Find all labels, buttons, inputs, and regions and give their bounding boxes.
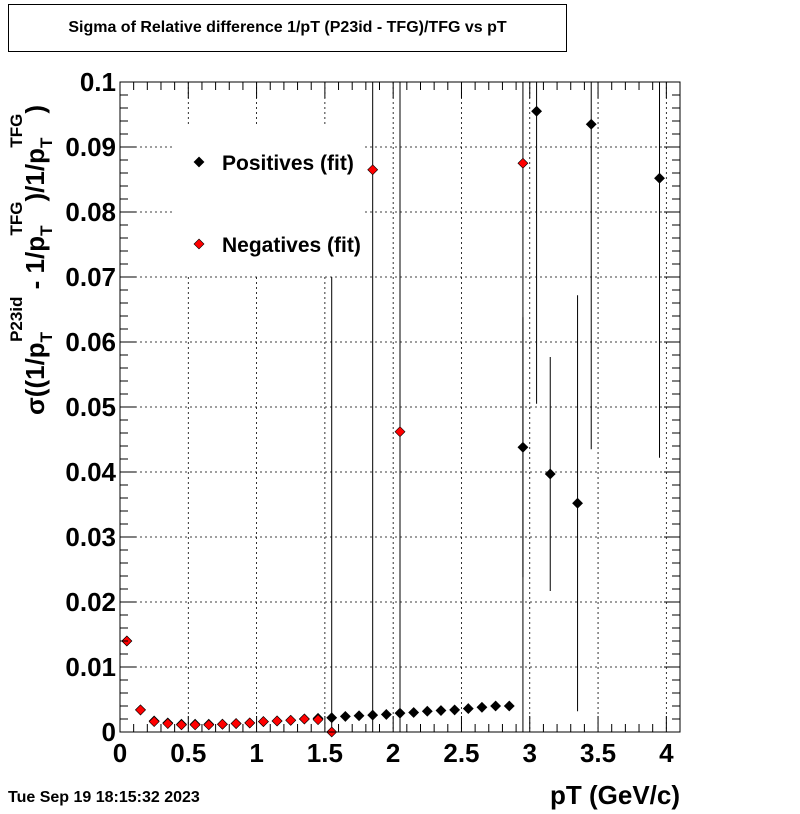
positives-marker <box>339 710 351 722</box>
positives-marker <box>476 701 488 713</box>
legend: Positives (fit) Negatives (fit) <box>175 125 365 275</box>
negatives-marker <box>285 714 297 726</box>
legend-label-negatives: Negatives (fit) <box>222 234 361 257</box>
y-tick-label: 0.07 <box>65 262 116 292</box>
positives-marker <box>449 704 461 716</box>
positives-marker <box>394 707 406 719</box>
legend-marker-positives <box>193 156 205 168</box>
x-tick-label: 3 <box>523 738 537 768</box>
negatives-marker <box>203 719 215 731</box>
legend-marker-negatives <box>193 238 205 250</box>
ylabel-sup1: P23id <box>7 297 26 342</box>
negatives-marker <box>244 717 256 729</box>
y-tick-label: 0.02 <box>65 587 116 617</box>
positives-marker <box>462 703 474 715</box>
negatives-marker <box>148 716 160 728</box>
error-bars <box>331 82 661 732</box>
y-tick-label: 0.06 <box>65 327 116 357</box>
negatives-marker <box>394 426 406 438</box>
negatives-marker <box>135 704 146 716</box>
y-tick-label: 0.01 <box>65 652 116 682</box>
positives-marker <box>353 710 365 722</box>
ylabel-sub3: T <box>37 137 56 148</box>
positives-marker <box>367 709 379 721</box>
y-tick-label: 0.04 <box>65 457 116 487</box>
negatives-marker <box>257 716 269 728</box>
y-tick-label: 0.05 <box>65 392 116 422</box>
y-tick-label: 0.03 <box>65 522 116 552</box>
timestamp: Tue Sep 19 18:15:32 2023 <box>8 789 200 806</box>
legend-box <box>175 125 365 275</box>
negatives-marker <box>176 719 187 731</box>
negatives-marker <box>230 718 242 729</box>
ylabel-part2: - 1/p <box>20 236 50 297</box>
x-tick-label: 0 <box>113 738 127 768</box>
legend-label-positives: Positives (fit) <box>222 152 354 175</box>
positives-marker <box>654 172 665 184</box>
negatives-marker <box>189 719 201 731</box>
positives-marker <box>585 118 597 130</box>
negatives-marker <box>367 164 379 176</box>
x-tick-label: 1 <box>249 738 263 768</box>
y-tick-label: 0.08 <box>65 197 116 227</box>
data-markers <box>121 105 665 738</box>
negatives-marker <box>217 718 228 730</box>
x-tick-label: 4 <box>659 738 674 768</box>
y-tick-label: 0.1 <box>80 67 116 97</box>
positives-marker <box>572 497 583 509</box>
negatives-marker <box>298 713 310 725</box>
ylabel-part1: ((1/p <box>20 342 50 397</box>
positives-marker <box>326 712 338 724</box>
positives-marker <box>517 441 529 453</box>
ylabel-sup2: TFG <box>7 202 26 236</box>
y-tick-label: 0 <box>102 717 116 747</box>
x-tick-label: 1.5 <box>307 738 343 768</box>
x-tick-label: 2.5 <box>443 738 479 768</box>
ylabel-sigma: σ <box>20 397 50 415</box>
negatives-marker <box>271 715 283 727</box>
chart-title: Sigma of Relative difference 1/pT (P23id… <box>8 4 567 52</box>
x-tick-label: 3.5 <box>580 738 616 768</box>
y-tick-label: 0.09 <box>65 132 116 162</box>
positives-marker <box>435 705 447 716</box>
positives-marker <box>380 709 392 720</box>
axis-ticks <box>119 81 680 733</box>
positives-marker <box>490 700 502 712</box>
negatives-marker <box>162 718 174 729</box>
tick-labels: 0 0.5 1 1.5 2 2.5 3 3.5 4 0 0.01 0.02 0.03 0.04 0.05 0.… <box>65 67 674 768</box>
negatives-marker <box>312 714 324 726</box>
positives-marker <box>503 700 515 712</box>
positives-marker <box>531 105 543 117</box>
ylabel-sub1: T <box>37 331 56 342</box>
x-tick-label: 0.5 <box>170 738 206 768</box>
negatives-marker <box>517 157 529 169</box>
ylabel-sup3: TFG <box>7 114 26 148</box>
positives-marker <box>408 707 420 718</box>
y-axis-label: σ((1/pTP23id - 1/pTTFG)/1/pTTFG) <box>7 105 56 415</box>
ylabel-part4: ) <box>20 105 50 114</box>
ylabel-part3: )/1/p <box>20 148 50 201</box>
x-tick-label: 2 <box>386 738 400 768</box>
x-axis-label: pT (GeV/c) <box>549 780 680 810</box>
ylabel-sub2: T <box>37 225 56 236</box>
positives-marker <box>544 468 556 480</box>
positives-marker <box>421 705 433 717</box>
